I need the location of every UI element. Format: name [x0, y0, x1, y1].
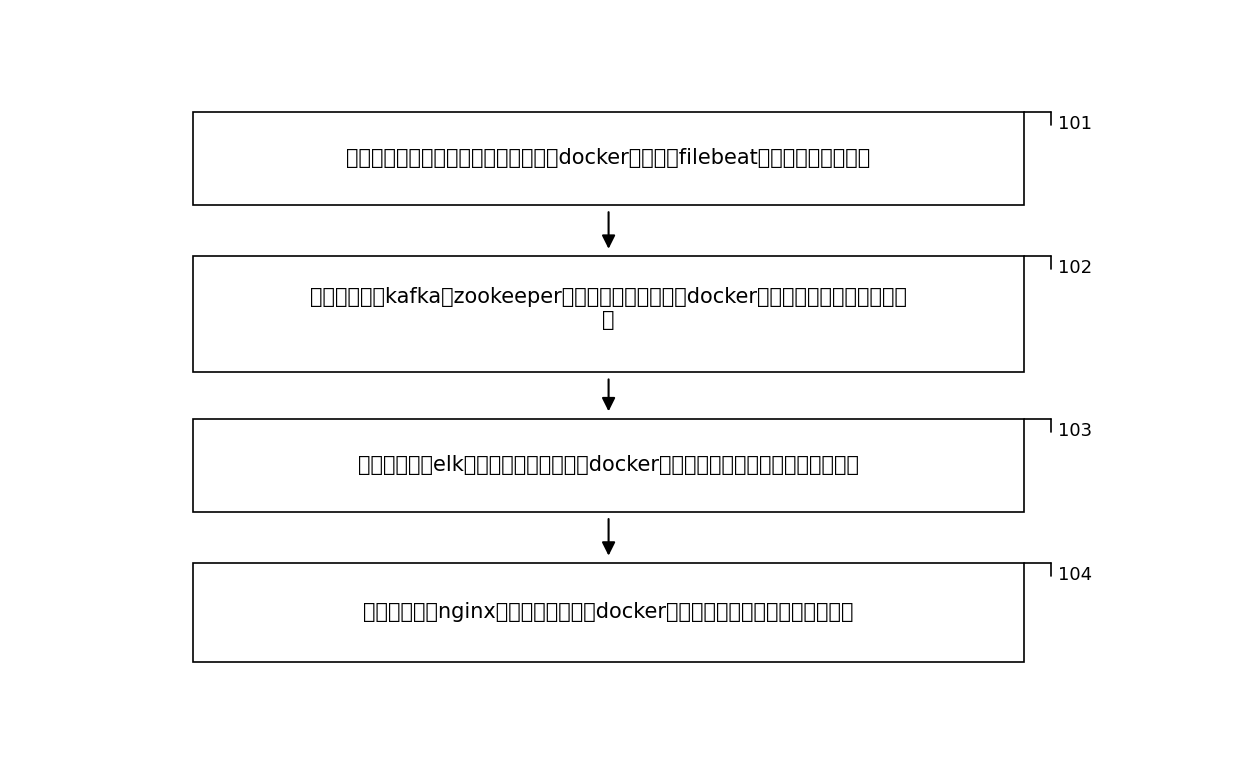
Text: 101: 101: [1058, 115, 1093, 133]
Text: 102: 102: [1058, 259, 1093, 277]
Bar: [193, 563, 1023, 661]
Text: 104: 104: [1058, 566, 1093, 584]
Bar: [193, 256, 1023, 372]
Text: 在宿主机生成elk集群配置文件，并采用docker容器部署，用于日志数据处理和展示: 在宿主机生成elk集群配置文件，并采用docker容器部署，用于日志数据处理和展…: [358, 455, 859, 475]
Text: 在宿主机生成kafka和zookeeper集群配置文件，并采用docker容器部署，用于日志数据传: 在宿主机生成kafka和zookeeper集群配置文件，并采用docker容器部…: [310, 287, 907, 306]
Text: 在宿主机生成nginx配置文件，并采用docker容器部署，用于日志数据访问控制: 在宿主机生成nginx配置文件，并采用docker容器部署，用于日志数据访问控制: [363, 603, 854, 623]
Bar: [193, 112, 1023, 205]
Text: 输: 输: [602, 310, 615, 330]
Bar: [193, 419, 1023, 511]
Text: 103: 103: [1058, 422, 1093, 440]
Text: 在每台需要采集日志数据的宿主机采用docker容器部署filebeat，用于日志数据采集: 在每台需要采集日志数据的宿主机采用docker容器部署filebeat，用于日志…: [347, 149, 871, 168]
